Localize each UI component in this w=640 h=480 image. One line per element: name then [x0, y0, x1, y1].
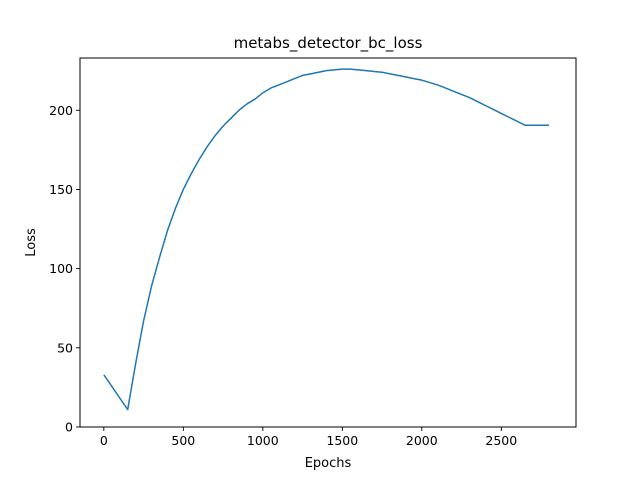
- x-tick-label: 1000: [247, 433, 279, 448]
- chart-title: metabs_detector_bc_loss: [234, 34, 423, 53]
- y-tick-label: 50: [57, 340, 73, 355]
- tick-layer: 0 500 1000 1500 2000 2500 0 50 100 150 200: [49, 103, 517, 448]
- loss-series-line: [103, 68, 549, 411]
- x-tick-label: 2000: [406, 433, 438, 448]
- x-tick-label: 0: [100, 433, 108, 448]
- y-tick-label: 0: [65, 420, 73, 435]
- y-tick-label: 100: [49, 261, 73, 276]
- y-axis-label: Loss: [24, 228, 39, 257]
- x-tick-label: 500: [171, 433, 195, 448]
- y-tick-label: 200: [49, 103, 73, 118]
- x-tick-label: 1500: [326, 433, 358, 448]
- x-tick-label: 2500: [485, 433, 517, 448]
- x-axis-label: Epochs: [305, 456, 352, 471]
- plot-layer: [103, 68, 549, 411]
- plot-frame: [79, 57, 577, 428]
- y-tick-label: 150: [49, 182, 73, 197]
